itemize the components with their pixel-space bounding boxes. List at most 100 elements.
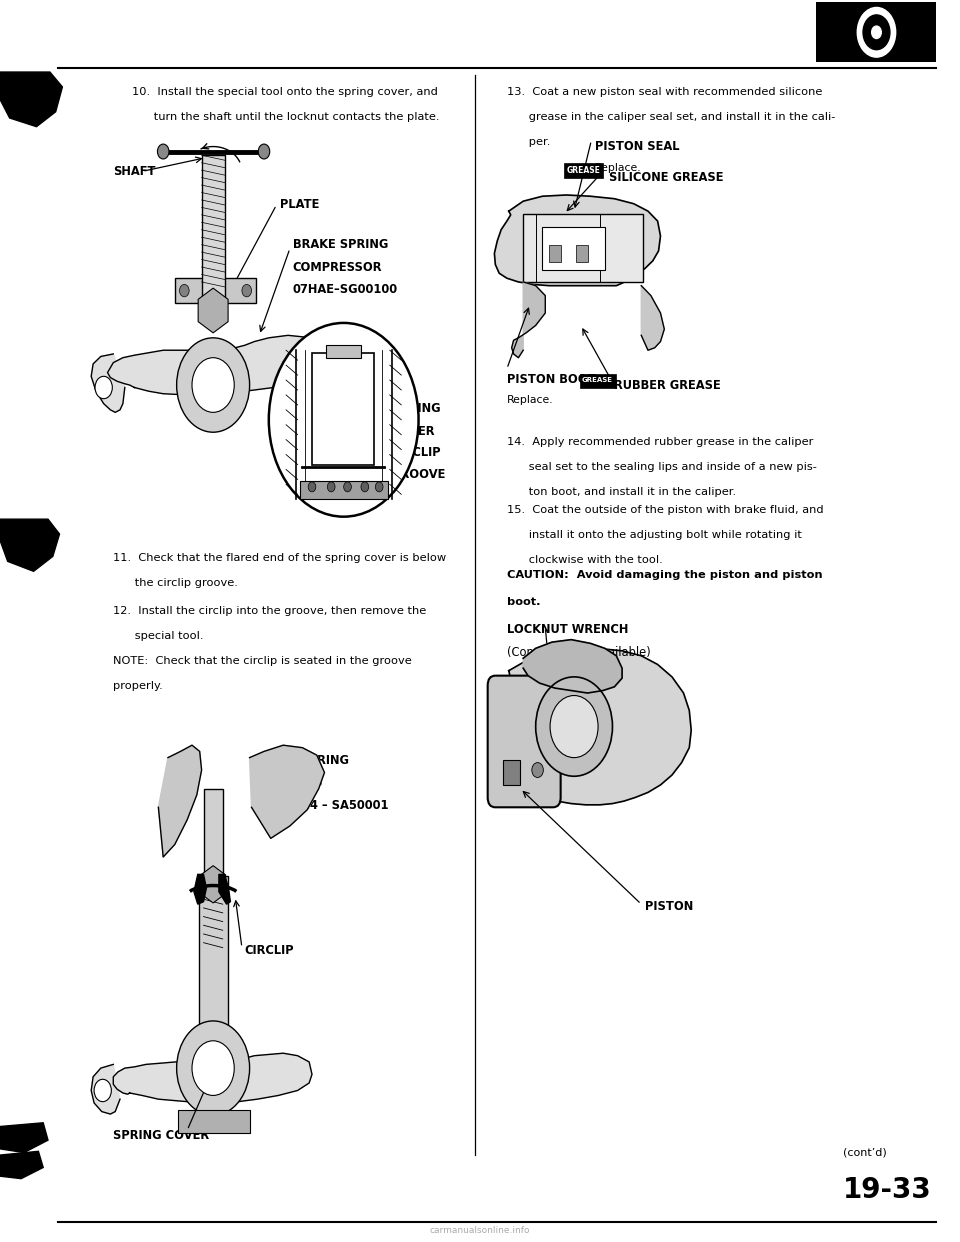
Text: clockwise with the tool.: clockwise with the tool.	[507, 555, 662, 565]
Text: 11.  Check that the flared end of the spring cover is below: 11. Check that the flared end of the spr…	[113, 553, 446, 563]
Text: PISTON BOOT: PISTON BOOT	[507, 373, 595, 385]
Circle shape	[95, 376, 112, 399]
Bar	[204, 789, 223, 882]
Text: install it onto the adjusting bolt while rotating it: install it onto the adjusting bolt while…	[507, 530, 802, 540]
Circle shape	[536, 677, 612, 776]
Text: PLATE: PLATE	[280, 199, 320, 211]
Bar	[312, 353, 374, 465]
Polygon shape	[641, 286, 664, 350]
Circle shape	[872, 26, 881, 39]
Text: RUBBER GREASE: RUBBER GREASE	[614, 379, 721, 391]
Bar	[175, 278, 256, 303]
Polygon shape	[523, 640, 622, 693]
Text: COMPRESSOR: COMPRESSOR	[293, 261, 382, 273]
Text: NOTE:  Check that the circlip is seated in the groove: NOTE: Check that the circlip is seated i…	[113, 656, 412, 666]
Text: 10.  Install the special tool onto the spring cover, and: 10. Install the special tool onto the sp…	[132, 87, 439, 97]
Polygon shape	[158, 745, 202, 857]
Circle shape	[94, 1079, 111, 1102]
Text: CAUTION:  Avoid damaging the piston and piston: CAUTION: Avoid damaging the piston and p…	[507, 570, 823, 580]
Circle shape	[242, 284, 252, 297]
Circle shape	[375, 482, 383, 492]
Text: seal set to the sealing lips and inside of a new pis-: seal set to the sealing lips and inside …	[507, 462, 817, 472]
Bar	[816, 2, 936, 62]
Circle shape	[308, 482, 316, 492]
Bar	[564, 163, 603, 178]
Bar	[523, 214, 643, 282]
Circle shape	[192, 358, 234, 412]
Circle shape	[863, 15, 890, 50]
Circle shape	[177, 1021, 250, 1115]
Text: 13.  Coat a new piston seal with recommended silicone: 13. Coat a new piston seal with recommen…	[507, 87, 823, 97]
Polygon shape	[250, 745, 324, 838]
FancyBboxPatch shape	[488, 676, 561, 807]
Text: (Commercially available): (Commercially available)	[507, 646, 651, 658]
Text: 07914 – SA50001: 07914 – SA50001	[278, 799, 389, 811]
Circle shape	[857, 7, 896, 57]
Text: (cont’d): (cont’d)	[843, 1148, 887, 1158]
Polygon shape	[0, 519, 60, 571]
Circle shape	[532, 763, 543, 777]
Text: PLIERS: PLIERS	[278, 776, 323, 789]
Text: 07HAE–SG00100: 07HAE–SG00100	[293, 283, 398, 296]
Circle shape	[269, 323, 419, 517]
Text: 19-33: 19-33	[843, 1176, 931, 1203]
Circle shape	[361, 482, 369, 492]
Bar	[503, 760, 520, 785]
Polygon shape	[219, 874, 230, 904]
Bar	[326, 345, 361, 358]
Polygon shape	[512, 282, 545, 358]
Polygon shape	[494, 195, 660, 286]
Text: GROOVE: GROOVE	[392, 468, 446, 481]
Text: GREASE: GREASE	[566, 165, 600, 175]
Text: boot.: boot.	[507, 597, 540, 607]
Text: SPRING: SPRING	[392, 402, 441, 415]
Polygon shape	[91, 1064, 120, 1114]
Text: carmanualsonline.info: carmanualsonline.info	[430, 1226, 530, 1235]
Circle shape	[327, 482, 335, 492]
Text: special tool.: special tool.	[113, 631, 204, 641]
Bar	[542, 227, 605, 270]
Circle shape	[180, 284, 189, 297]
Bar	[549, 245, 561, 262]
Polygon shape	[0, 1123, 48, 1153]
Circle shape	[258, 144, 270, 159]
Text: per.: per.	[507, 137, 550, 147]
Polygon shape	[194, 874, 206, 904]
Text: COVER: COVER	[392, 425, 435, 437]
Bar	[202, 155, 225, 298]
Polygon shape	[0, 72, 62, 127]
Text: SNAP RING: SNAP RING	[278, 754, 349, 766]
Text: Replace.: Replace.	[595, 163, 642, 173]
Text: 14.  Apply recommended rubber grease in the caliper: 14. Apply recommended rubber grease in t…	[507, 437, 813, 447]
Text: CIRCLIP: CIRCLIP	[245, 944, 295, 956]
Text: PISTON: PISTON	[645, 900, 693, 913]
Bar	[300, 481, 388, 499]
Bar	[576, 245, 588, 262]
Circle shape	[192, 1041, 234, 1095]
Bar	[199, 876, 228, 1068]
Text: properly.: properly.	[113, 681, 163, 691]
Text: grease in the caliper seal set, and install it in the cali-: grease in the caliper seal set, and inst…	[507, 112, 835, 122]
Circle shape	[550, 696, 598, 758]
Text: GREASE: GREASE	[582, 378, 612, 383]
Text: 12.  Install the circlip into the groove, then remove the: 12. Install the circlip into the groove,…	[113, 606, 426, 616]
Text: SPRING COVER: SPRING COVER	[113, 1129, 209, 1141]
Polygon shape	[493, 648, 691, 805]
Bar	[178, 1110, 250, 1133]
Text: BRAKE SPRING: BRAKE SPRING	[293, 238, 388, 251]
Text: SILICONE GREASE: SILICONE GREASE	[609, 171, 723, 184]
Text: PISTON SEAL: PISTON SEAL	[595, 140, 680, 153]
Circle shape	[344, 482, 351, 492]
Text: CIRCLIP: CIRCLIP	[392, 446, 442, 458]
Text: turn the shaft until the locknut contacts the plate.: turn the shaft until the locknut contact…	[132, 112, 440, 122]
Polygon shape	[113, 1053, 312, 1103]
Circle shape	[177, 338, 250, 432]
Text: ton boot, and install it in the caliper.: ton boot, and install it in the caliper.	[507, 487, 736, 497]
Polygon shape	[91, 354, 125, 412]
Circle shape	[157, 144, 169, 159]
Bar	[580, 374, 616, 388]
Polygon shape	[324, 350, 344, 404]
Text: LOCKNUT WRENCH: LOCKNUT WRENCH	[507, 623, 628, 636]
Text: 15.  Coat the outside of the piston with brake fluid, and: 15. Coat the outside of the piston with …	[507, 505, 824, 515]
Polygon shape	[108, 335, 326, 395]
